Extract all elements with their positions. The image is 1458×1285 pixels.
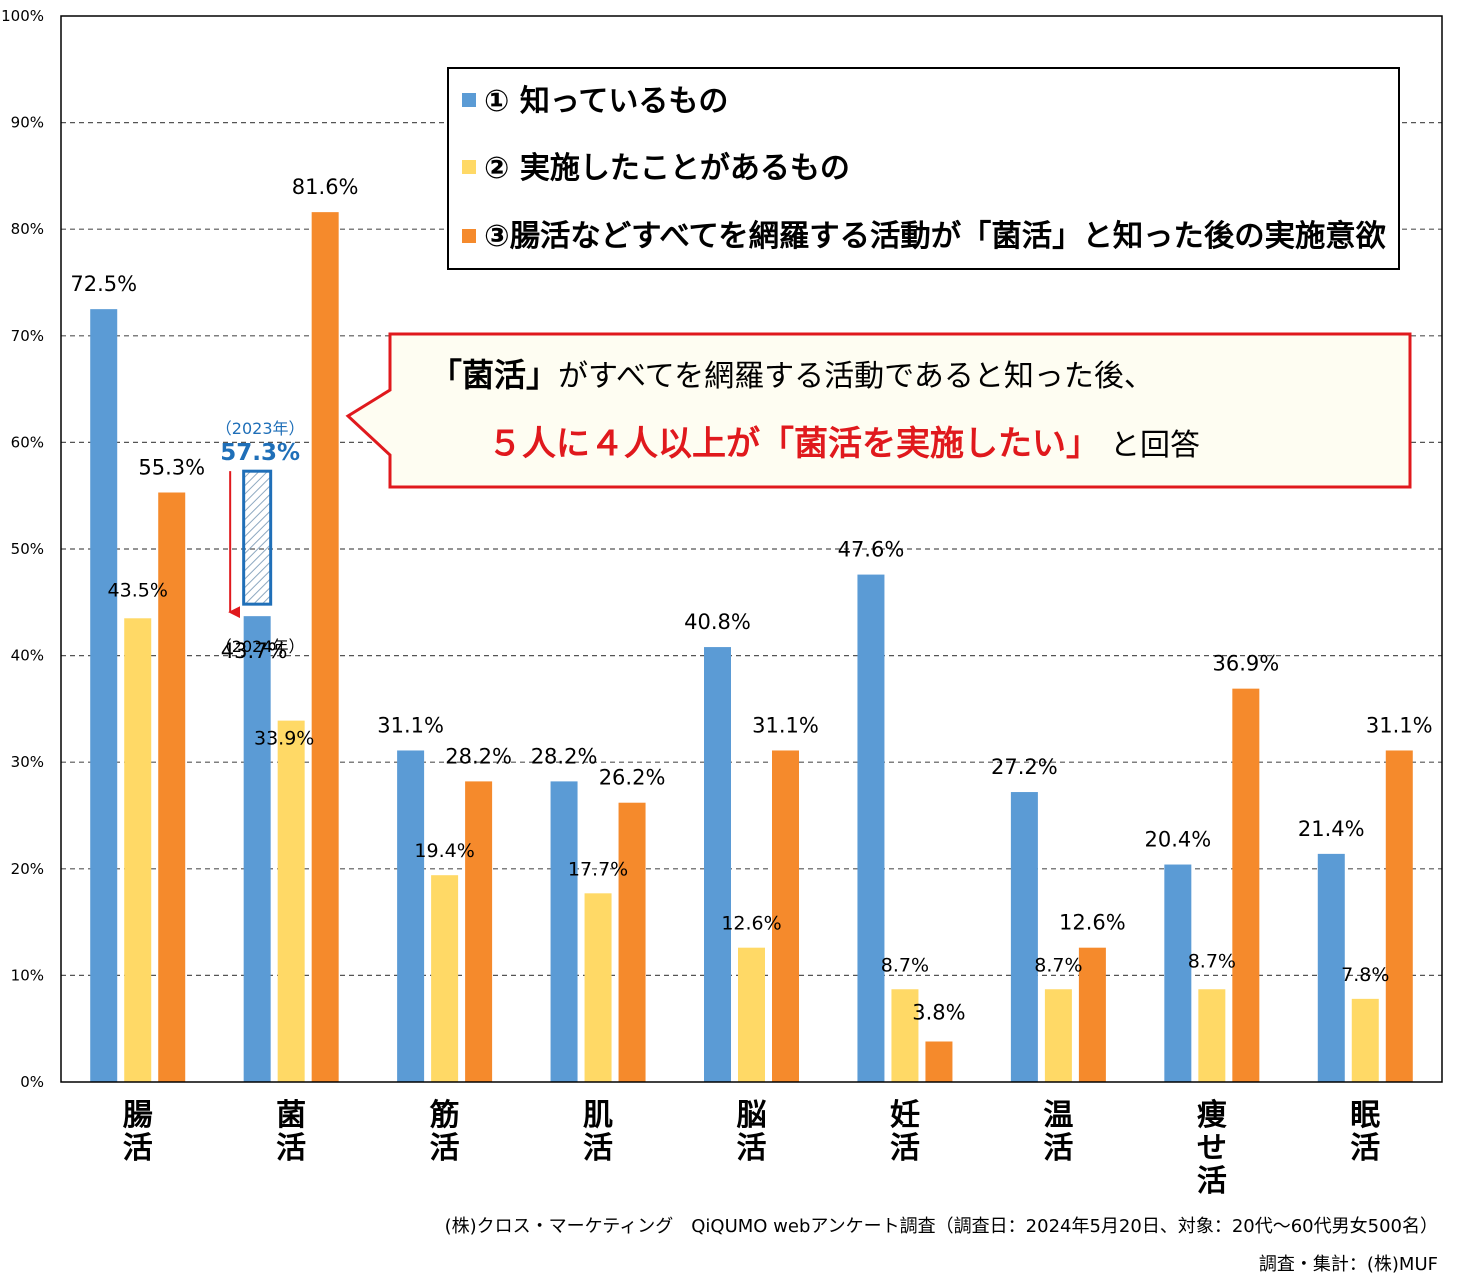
bar-1 [397, 750, 425, 1082]
previous-year-label: （2023年） [216, 419, 305, 438]
legend-label-2: ② 実施したことがあるもの [484, 151, 850, 186]
category-label: 脳活 [737, 1098, 767, 1166]
y-tick-label: 10% [11, 966, 44, 984]
legend-label-1: ① 知っているもの [484, 84, 728, 119]
y-tick-label: 20% [11, 860, 44, 878]
bar-3 [1232, 688, 1260, 1082]
category-label: 眠活 [1350, 1098, 1380, 1166]
data-label: 28.2% [445, 744, 512, 768]
data-label: 72.5% [70, 272, 137, 296]
data-label: 20.4% [1144, 828, 1211, 852]
data-labels: 72.5%43.7%31.1%28.2%40.8%47.6%27.2%20.4%… [70, 175, 1432, 1024]
y-tick-label: 100% [1, 7, 44, 25]
data-label: 12.6% [721, 913, 781, 935]
bar-3 [158, 492, 186, 1082]
bar-3 [772, 750, 799, 1082]
category-label: 肌活 [583, 1098, 613, 1166]
plot-frame [60, 15, 1443, 1083]
bar-1 [1010, 792, 1038, 1082]
category-labels: 腸活 菌活 筋活 肌活 脳活 妊活 温活 痩せ活 眠活 [123, 1098, 1381, 1199]
bar-3 [311, 212, 339, 1083]
data-label: 27.2% [991, 755, 1058, 779]
legend: ① 知っているもの ② 実施したことがあるもの ③腸活などすべてを網羅する活動が… [447, 67, 1400, 270]
bar-1 [90, 309, 118, 1082]
bar-2 [738, 947, 765, 1082]
data-label: 21.4% [1298, 817, 1365, 841]
category-label: 腸活 [123, 1098, 153, 1166]
legend-swatch-3 [462, 229, 476, 243]
data-label: 3.8% [912, 1000, 965, 1024]
data-label: 8.7% [881, 954, 929, 976]
data-label: 81.6% [292, 175, 359, 199]
category-label: 痩せ活 [1197, 1098, 1227, 1199]
bar-1 [1164, 864, 1192, 1082]
data-label: 17.7% [568, 858, 628, 880]
bar-2 [1044, 989, 1072, 1082]
bar-2 [1351, 998, 1379, 1082]
data-label: 8.7% [1188, 950, 1236, 972]
callout: 「菌活」がすべてを網羅する活動であると知った後、 ５人に４人以上が「菌活を実施し… [345, 332, 1412, 489]
y-tick-label: 90% [11, 114, 44, 132]
bar-3 [465, 781, 493, 1082]
callout-box [345, 332, 1412, 489]
category-label: 妊活 [890, 1098, 920, 1166]
legend-swatch-1 [462, 93, 476, 107]
y-tick-label: 30% [11, 753, 44, 771]
y-tick-label: 80% [11, 220, 44, 238]
data-label: 31.1% [752, 713, 819, 737]
bar-1 [857, 574, 885, 1082]
data-label: 33.9% [254, 728, 314, 750]
data-label: 43.5% [108, 579, 168, 601]
data-label: 28.2% [531, 744, 598, 768]
bar-2 [124, 618, 152, 1082]
data-label: 55.3% [138, 456, 205, 480]
source-line-1: (株)クロス・マーケティング QiQUMO webアンケート調査（調査日：202… [445, 1216, 1438, 1237]
bar-1 [704, 647, 731, 1082]
bar-3 [618, 802, 646, 1082]
previous-year-value: 57.3% [220, 440, 300, 466]
kinkatsu-annotation: （2023年） 57.3% （2024年） [216, 419, 305, 656]
callout-line-2: ５人に４人以上が「菌活を実施したい」 と回答 [488, 424, 1200, 464]
data-label: 7.8% [1341, 964, 1389, 986]
bar-1 [243, 616, 271, 1082]
category-label: 温活 [1043, 1098, 1073, 1166]
legend-box [447, 67, 1400, 270]
data-label: 8.7% [1034, 954, 1082, 976]
bar-2 [891, 989, 919, 1082]
y-tick-label: 50% [11, 540, 44, 558]
data-label: 36.9% [1212, 652, 1279, 676]
y-tick-label: 70% [11, 327, 44, 345]
bar-3 [1385, 750, 1413, 1082]
data-label: 43.7% [221, 639, 288, 663]
previous-year-bar [242, 469, 273, 606]
source-line-2: 調査・集計：(株)MUF [1259, 1254, 1438, 1275]
legend-label-3: ③腸活などすべてを網羅する活動が「菌活」と知った後の実施意欲 [484, 219, 1386, 254]
y-tick-label: 0% [20, 1073, 44, 1091]
bar-2 [1198, 989, 1226, 1082]
data-label: 12.6% [1059, 911, 1126, 935]
y-tick-label: 40% [11, 647, 44, 665]
bars [90, 212, 1413, 1083]
bar-2 [584, 893, 612, 1082]
data-label: 31.1% [1366, 713, 1433, 737]
y-axis-ticks: 0% 10% 20% 30% 40% 50% 60% 70% 80% 90% 100% [1, 7, 44, 1091]
bar-3 [1078, 947, 1106, 1082]
category-label: 筋活 [430, 1098, 460, 1166]
data-label: 19.4% [414, 840, 474, 862]
current-year-label: （2024年） [216, 637, 305, 656]
y-tick-label: 60% [11, 433, 44, 451]
data-label: 31.1% [377, 713, 444, 737]
data-label: 40.8% [684, 610, 751, 634]
bar-2 [277, 720, 305, 1082]
bar-2 [431, 875, 459, 1082]
bar-3 [925, 1041, 953, 1082]
legend-swatch-2 [462, 160, 476, 174]
data-label: 26.2% [599, 766, 666, 790]
bar-1 [1317, 853, 1345, 1082]
callout-line-1: 「菌活」がすべてを網羅する活動であると知った後、 [430, 356, 1154, 394]
data-label: 47.6% [838, 538, 905, 562]
category-label: 菌活 [276, 1098, 306, 1166]
bar-1 [550, 781, 578, 1082]
